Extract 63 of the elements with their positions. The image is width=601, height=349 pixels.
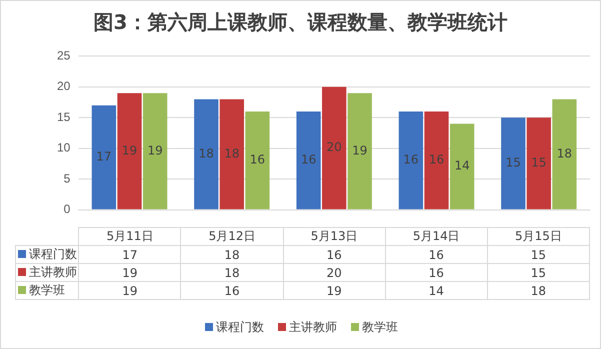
data-label: 16 [180,282,284,300]
y-tick-label: 15 [56,110,71,124]
annotation: 18 [224,146,240,160]
y-tick-label: 10 [56,140,71,155]
annotation: 19 [147,143,163,158]
annotation: 15 [506,156,521,170]
bar [552,99,577,210]
data-label: 19 [78,282,181,300]
annotation: 15 [531,156,546,170]
bar [322,86,346,210]
data-label: 15 [487,246,590,264]
data-label: 19 [283,282,386,300]
data-label: 17 [78,246,181,264]
bar [398,111,424,210]
legend-label: 教学班 [16,282,79,300]
legend-label: 课程门数 [16,246,79,264]
annotation: 14 [454,158,470,173]
annotation: 16 [300,152,316,167]
y-tick-label: 20 [56,79,71,94]
data-label: 16 [283,246,386,264]
bar [142,93,168,210]
bar [117,93,142,210]
y-tick-label: 0 [64,202,71,216]
bar [92,105,116,210]
bar [526,118,551,210]
annotation: 19 [352,143,368,158]
data-label: 16 [385,246,488,264]
text: 课程门数 [216,320,264,334]
data-label: 15 [487,264,590,282]
bar [194,99,218,210]
annotation: 16 [428,152,444,167]
annotation: 20 [326,140,342,154]
bar [450,124,474,210]
annotation: 18 [198,146,214,160]
bar [501,118,526,210]
data-label: 19 [78,264,181,282]
y-tick-label: 25 [56,48,71,63]
legend-label: 主讲教师 [16,264,79,282]
x-tick-label: 5月12日 [180,228,284,246]
y-tick-label: 5 [64,171,71,186]
data-label: 18 [487,282,590,300]
bar [245,111,270,210]
x-tick-label: 5月14日 [385,228,488,246]
data-label: 18 [180,246,284,264]
bar [220,99,244,210]
annotation: 16 [250,152,266,167]
data-label: 18 [180,264,284,282]
annotation: 16 [403,152,419,167]
annotation: 17 [96,149,112,164]
data-label: 16 [385,264,488,282]
text: 教学班 [362,320,398,334]
bar [296,111,321,210]
bar [424,111,449,210]
annotation: 18 [556,146,572,160]
annotation: 19 [122,143,138,158]
x-tick-label: 5月15日 [487,228,590,246]
data-label: 14 [385,282,488,300]
bar [348,93,372,210]
x-tick-label: 5月11日 [78,228,181,246]
text: 主讲教师 [289,320,337,334]
chart-title: 图3：第六周上课教师、课程数量、教学班统计 [92,9,508,36]
x-tick-label: 5月13日 [283,228,386,246]
data-label: 20 [283,264,386,282]
